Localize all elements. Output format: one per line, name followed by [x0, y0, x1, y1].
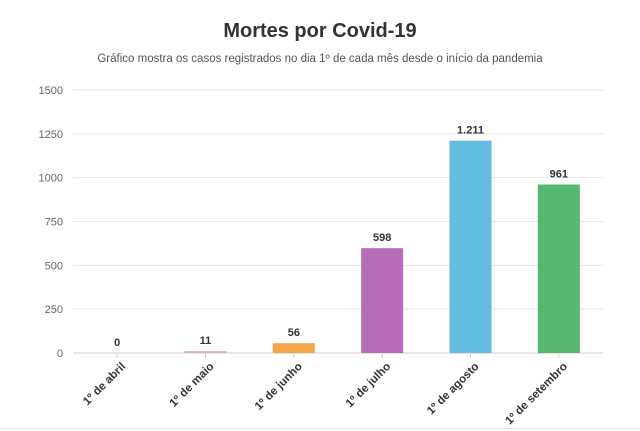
y-tick-label: 500	[45, 260, 63, 272]
data-label: 56	[288, 327, 300, 339]
data-label: 1.211	[457, 125, 484, 137]
bars	[184, 140, 580, 353]
y-tick-label: 750	[45, 217, 63, 229]
chart-title: Mortes por Covid-19	[223, 20, 417, 42]
x-tick-label: 1º de setembro	[503, 361, 570, 428]
y-tick-label: 1250	[39, 129, 63, 141]
x-tick-label: 1º de junho	[253, 361, 305, 413]
data-label: 598	[373, 232, 391, 244]
data-label: 0	[114, 337, 120, 349]
y-tick-label: 1000	[39, 173, 63, 185]
data-label: 961	[550, 169, 568, 181]
y-tick-label: 0	[57, 348, 63, 360]
bar	[361, 248, 404, 353]
bar	[184, 351, 227, 353]
bar	[449, 140, 492, 353]
chart-subtitle: Gráfico mostra os casos registrados no d…	[97, 53, 543, 65]
data-label: 11	[200, 335, 212, 347]
bar	[272, 343, 315, 353]
bar	[537, 184, 580, 353]
x-axis: 1º de abril 1º de maio 1º de junho 1º de ju…	[81, 353, 570, 427]
x-tick-label: 1º de julho	[344, 361, 393, 410]
bottom-divider	[0, 428, 640, 429]
y-axis: 0 250 500 750 1000 1250 1500	[39, 85, 63, 360]
x-tick-label: 1º de abril	[81, 361, 128, 408]
y-tick-label: 250	[45, 304, 63, 316]
gridlines	[73, 89, 603, 354]
x-tick-label: 1º de maio	[168, 361, 217, 410]
x-tick-label: 1º de agosto	[425, 361, 482, 418]
data-labels: 0 11 56 598 1.211 961	[114, 125, 568, 349]
y-tick-label: 1500	[39, 85, 63, 97]
